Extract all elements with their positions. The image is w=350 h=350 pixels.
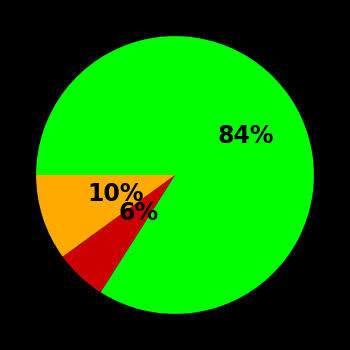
Text: 6%: 6% — [119, 202, 159, 225]
Text: 84%: 84% — [217, 124, 274, 148]
Text: 10%: 10% — [87, 182, 144, 206]
Wedge shape — [63, 175, 175, 292]
Wedge shape — [36, 36, 314, 314]
Wedge shape — [36, 175, 175, 257]
